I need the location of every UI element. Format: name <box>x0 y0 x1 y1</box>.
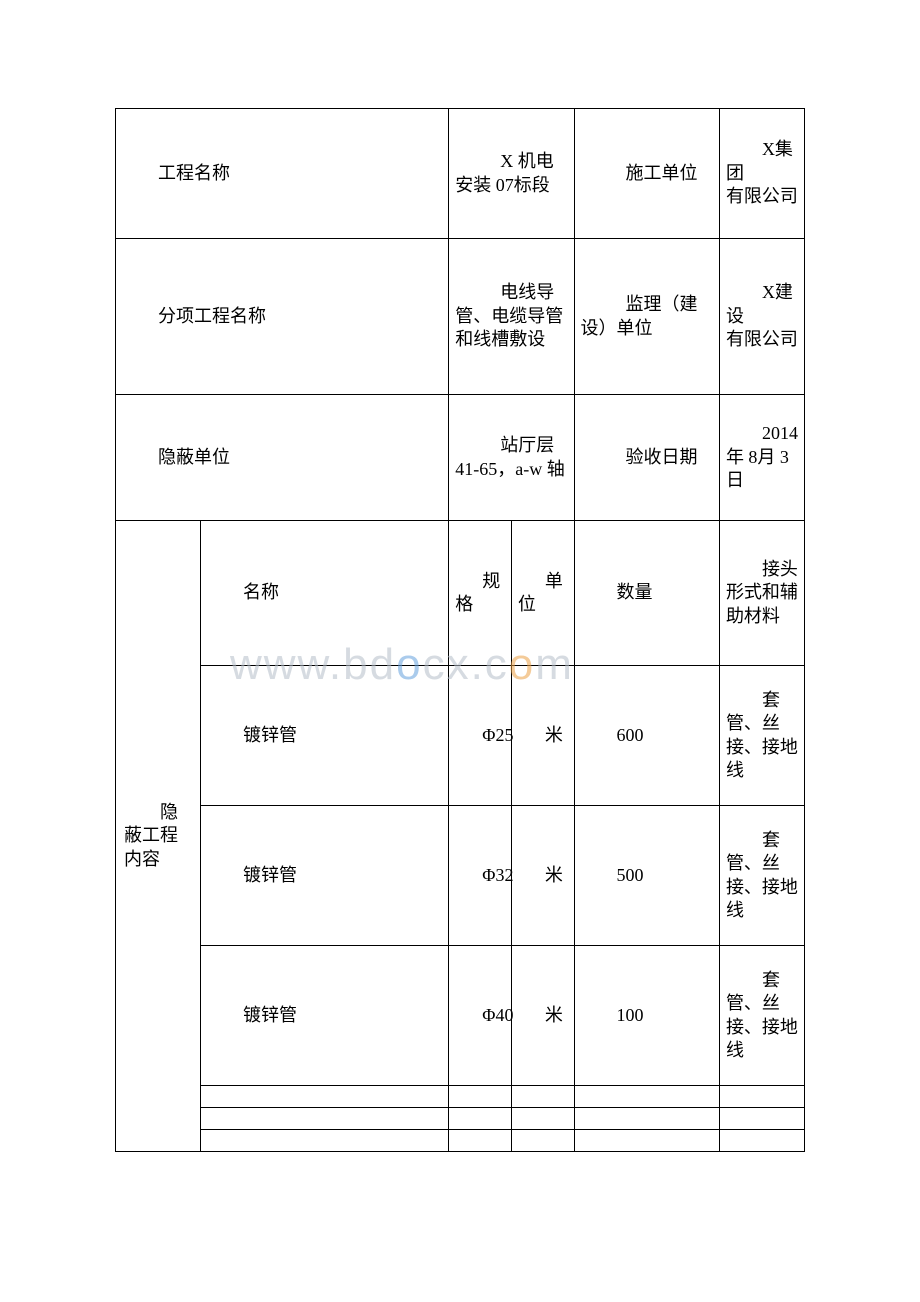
cell-empty <box>574 1130 719 1152</box>
cell-empty <box>201 1130 449 1152</box>
supervisor-unit-label: 监理（建设）单位 <box>574 239 719 395</box>
cell-empty <box>511 1108 574 1130</box>
construction-unit-value: X集团 有限公司 <box>719 109 804 239</box>
cell-name: 镀锌管 <box>201 666 449 806</box>
hidden-content-label: 隐蔽工程内容 <box>116 521 201 1152</box>
acceptance-date-label: 验收日期 <box>574 395 719 521</box>
cell-aux: 套管、丝接、接地线 <box>719 806 804 946</box>
cell-empty <box>449 1130 512 1152</box>
cell-empty <box>511 1086 574 1108</box>
cell-unit: 米 <box>511 946 574 1086</box>
cell-aux: 套管、丝接、接地线 <box>719 666 804 806</box>
project-name-label: 工程名称 <box>116 109 449 239</box>
acceptance-date-value: 2014 年 8月 3日 <box>719 395 804 521</box>
cell-empty <box>574 1086 719 1108</box>
table-row: 镀锌管 Φ40 米 100 套管、丝接、接地线 <box>116 946 805 1086</box>
table-row-empty <box>116 1108 805 1130</box>
cell-empty <box>449 1108 512 1130</box>
cell-qty: 100 <box>574 946 719 1086</box>
cell-qty: 600 <box>574 666 719 806</box>
header-row-3: 隐蔽单位 站厅层 41-65，a-w 轴 验收日期 2014 年 8月 3日 <box>116 395 805 521</box>
col-aux: 接头形式和辅助材料 <box>719 521 804 666</box>
cell-empty <box>511 1130 574 1152</box>
cell-name: 镀锌管 <box>201 806 449 946</box>
subproject-name-value: 电线导管、电缆导管和线槽敷设 <box>449 239 574 395</box>
cell-empty <box>719 1086 804 1108</box>
col-name: 名称 <box>201 521 449 666</box>
project-name-value: X 机电安装 07标段 <box>449 109 574 239</box>
cell-empty <box>201 1108 449 1130</box>
cell-empty <box>719 1130 804 1152</box>
cell-empty <box>719 1108 804 1130</box>
cell-unit: 米 <box>511 806 574 946</box>
table-row-empty <box>116 1086 805 1108</box>
cell-qty: 500 <box>574 806 719 946</box>
cell-spec: Φ25 <box>449 666 512 806</box>
cell-name: 镀锌管 <box>201 946 449 1086</box>
cell-spec: Φ32 <box>449 806 512 946</box>
hidden-unit-value: 站厅层 41-65，a-w 轴 <box>449 395 574 521</box>
cell-empty <box>201 1086 449 1108</box>
cell-unit: 米 <box>511 666 574 806</box>
cell-aux: 套管、丝接、接地线 <box>719 946 804 1086</box>
header-row-2: 分项工程名称 电线导管、电缆导管和线槽敷设 监理（建设）单位 X建设 有限公司 <box>116 239 805 395</box>
hidden-unit-label: 隐蔽单位 <box>116 395 449 521</box>
col-unit: 单位 <box>511 521 574 666</box>
content-header-row: 隐蔽工程内容 名称 规格 单位 数量 接头形式和辅助材料 <box>116 521 805 666</box>
table-row: 镀锌管 Φ25 米 600 套管、丝接、接地线 <box>116 666 805 806</box>
table-row-empty <box>116 1130 805 1152</box>
col-spec: 规格 <box>449 521 512 666</box>
construction-unit-label: 施工单位 <box>574 109 719 239</box>
cell-spec: Φ40 <box>449 946 512 1086</box>
col-qty: 数量 <box>574 521 719 666</box>
cell-empty <box>574 1108 719 1130</box>
subproject-name-label: 分项工程名称 <box>116 239 449 395</box>
supervisor-unit-value: X建设 有限公司 <box>719 239 804 395</box>
form-table-container: 工程名称 X 机电安装 07标段 施工单位 X集团 有限公司 分项工程名称 电线… <box>115 108 805 1152</box>
form-table: 工程名称 X 机电安装 07标段 施工单位 X集团 有限公司 分项工程名称 电线… <box>115 108 805 1152</box>
header-row-1: 工程名称 X 机电安装 07标段 施工单位 X集团 有限公司 <box>116 109 805 239</box>
table-row: 镀锌管 Φ32 米 500 套管、丝接、接地线 <box>116 806 805 946</box>
cell-empty <box>449 1086 512 1108</box>
